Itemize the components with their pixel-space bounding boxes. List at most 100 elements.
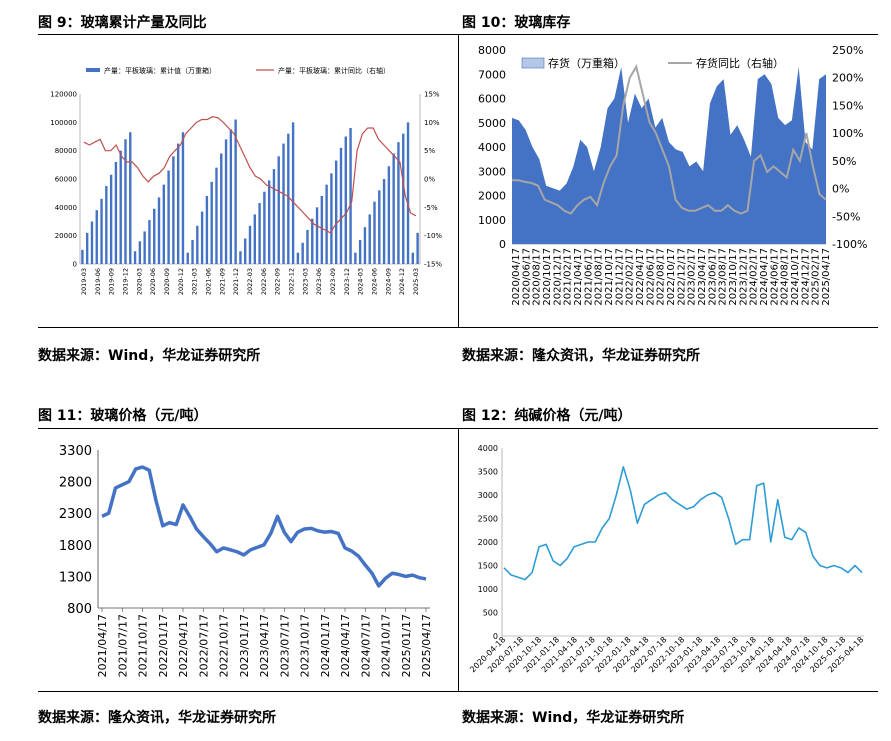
y-tick-label: 2500 (478, 515, 498, 524)
x-tick-label: 2024/01/17 (319, 614, 332, 677)
fig12-source: 数据来源：Wind，华龙证券研究所 (462, 710, 685, 726)
bar (100, 198, 103, 264)
x-tick-label: 2019-03 (80, 268, 88, 295)
x-tick-label: 2023-12 (343, 268, 351, 295)
y-left-tick: 40000 (55, 204, 77, 212)
bar (258, 203, 261, 264)
x-tick-label: 2023/01/17 (238, 614, 251, 677)
bar (105, 186, 108, 264)
y-tick-label: 1000 (478, 585, 498, 594)
y-right-tick: 50% (832, 155, 856, 168)
bar (220, 153, 223, 264)
bar (153, 208, 156, 264)
x-tick-label: 2019-12 (122, 268, 130, 295)
fig10-chart: 0 1000 2000 3000 4000 5000 6000 7000 8000 -100% -5… (478, 44, 867, 306)
bar (267, 180, 271, 264)
y-left-tick: 4000 (478, 141, 506, 154)
x-tick-label: 2024/08/17 (780, 248, 791, 306)
legend-line-label: 产量：平板玻璃：累计同比（右轴） (278, 66, 390, 75)
y-tick-label: 0 (493, 632, 498, 641)
fig10-title: 图 10：玻璃库存 (462, 15, 571, 31)
x-tick-label: 2020-09 (163, 268, 171, 295)
fig11-title: 图 11：玻璃价格（元/吨） (38, 408, 208, 424)
bar (263, 191, 266, 264)
x-tick-label: 2022/06/17 (645, 248, 656, 306)
top-bottom-rule (38, 327, 878, 328)
y-tick-label: 3300 (59, 444, 92, 459)
bar (176, 143, 180, 264)
y-left-tick: 8000 (478, 44, 506, 57)
y-left-tick: 7000 (478, 68, 506, 81)
x-tick-label: 2022/10/17 (218, 614, 231, 677)
y-left-tick: 60000 (55, 176, 77, 184)
y-left-tick: 6000 (478, 93, 506, 106)
y-right-tick: 100% (832, 127, 863, 140)
bar (167, 170, 170, 264)
fig11-chart: 800 1300 1800 2300 2800 3300 2021/04/17 2021/07… (59, 444, 433, 677)
y-tick-label: 500 (483, 609, 498, 618)
y-tick-label: 1300 (59, 570, 92, 585)
x-tick-label: 2022/04/17 (635, 248, 646, 306)
x-tick-label: 2023/06/17 (707, 248, 718, 306)
x-tick-label: 2021/10/17 (137, 614, 150, 677)
fig10-source: 数据来源：隆众资讯，华龙证券研究所 (462, 348, 700, 364)
y-right-tick: 10% (424, 119, 440, 127)
legend-area-label: 存货（万重箱） (548, 56, 625, 70)
y-left-tick: 100000 (50, 119, 77, 127)
bar (129, 132, 132, 264)
y-left-tick: 1000 (478, 214, 506, 227)
bar (181, 132, 185, 264)
bar (315, 207, 319, 264)
y-tick-label: 800 (67, 602, 92, 617)
x-tick-label: 2024/06/17 (769, 248, 780, 306)
x-tick-label: 2025/04/17 (821, 248, 832, 306)
x-tick-label: 2021-06 (205, 268, 213, 295)
bar (330, 173, 333, 264)
y-tick-label: 4000 (478, 444, 498, 453)
y-tick-label: 2300 (59, 507, 92, 522)
bar (378, 190, 381, 264)
x-tick-label: 2020-03 (135, 268, 143, 295)
series-area-inventory (512, 66, 826, 244)
x-tick-label: 2024/04/17 (339, 614, 352, 677)
x-tick-label: 2021/04/17 (96, 614, 109, 677)
bar (172, 156, 175, 264)
bar (162, 184, 165, 264)
x-tick-label: 2020/12/17 (552, 248, 563, 306)
x-tick-label: 2020-12 (177, 268, 185, 295)
x-tick-label: 2023-09 (329, 268, 337, 295)
x-tick-label: 2024/10/17 (380, 614, 393, 677)
bar (119, 150, 122, 264)
bar (287, 133, 290, 264)
y-right-tick: 250% (832, 44, 863, 57)
bar (133, 251, 137, 264)
y-right-tick: 5% (424, 147, 435, 155)
bar (363, 227, 367, 264)
x-tick-label: 2024-12 (398, 268, 406, 295)
bar (402, 133, 405, 264)
x-tick-label: 2023/10/17 (299, 614, 312, 677)
bar (234, 119, 237, 264)
bar (373, 201, 376, 264)
fig11-source: 数据来源：隆众资讯，华龙证券研究所 (38, 710, 276, 726)
y-right-tick: 150% (832, 99, 863, 112)
y-tick-label: 1800 (59, 539, 92, 554)
bar (229, 129, 233, 264)
x-tick-label: 2021-09 (218, 268, 226, 295)
x-tick-label: 2023/07/17 (278, 614, 291, 677)
y-left-tick: 0 (499, 238, 506, 251)
x-tick-label: 2024-09 (384, 268, 392, 295)
bar (301, 242, 304, 264)
bar (224, 139, 228, 264)
fig9-chart: 产量：平板玻璃：累计值（万重箱） 产量：平板玻璃：累计同比（右轴） 0 20000 40… (50, 66, 442, 295)
x-tick-label: 2024/02/17 (749, 248, 760, 306)
x-tick-label: 2021-03 (191, 268, 199, 295)
bar (272, 169, 276, 264)
x-tick-label: 2021/12/17 (614, 248, 625, 306)
x-tick-label: 2023/12/17 (738, 248, 749, 306)
x-tick-label: 2020/08/17 (532, 248, 543, 306)
x-tick-label: 2020/04/17 (511, 248, 522, 306)
x-tick-label: 2019-06 (94, 268, 102, 295)
legend-line-label: 存货同比（右轴） (696, 56, 784, 70)
bar (210, 181, 213, 264)
